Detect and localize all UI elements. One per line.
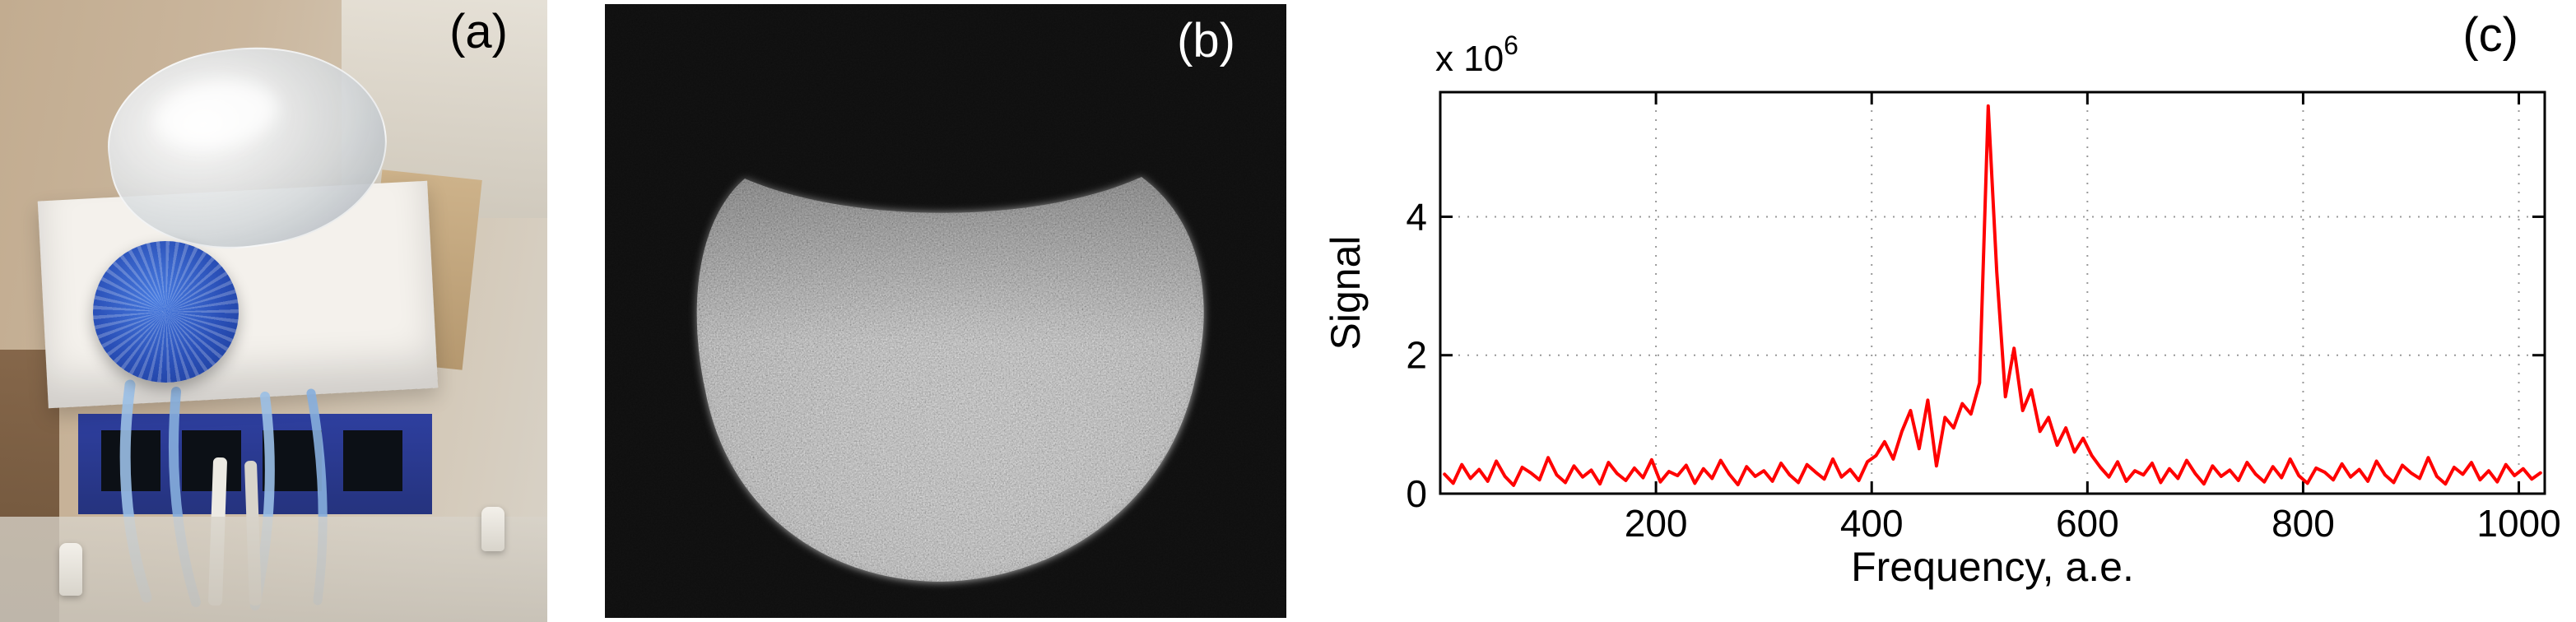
y-tick-label: 2 bbox=[1406, 334, 1427, 377]
panel-c-chart: 200 400 600 800 1000 0 2 4 x 106 Frequency, a.e. S… bbox=[1317, 0, 2576, 622]
panel-b-mri: (b) bbox=[605, 4, 1286, 618]
spectrum-plot: 200 400 600 800 1000 0 2 4 x 106 Frequency, a.e. S… bbox=[1323, 30, 2561, 590]
x-tick-label: 600 bbox=[2056, 502, 2119, 545]
white-base-plate bbox=[0, 517, 547, 622]
mri-image bbox=[605, 4, 1286, 618]
white-peg bbox=[59, 543, 82, 596]
axes-box bbox=[1439, 91, 2546, 495]
y-scale-label: x 106 bbox=[1435, 30, 1518, 79]
x-tick-label: 800 bbox=[2271, 502, 2335, 545]
spectrum-line bbox=[1443, 104, 2542, 487]
white-peg bbox=[481, 507, 505, 551]
panel-a-photo: (a) bbox=[0, 0, 547, 622]
blue-bottle-cap bbox=[93, 241, 239, 383]
x-axis-title: Frequency, a.e. bbox=[1851, 544, 2134, 590]
y-tick-label: 0 bbox=[1406, 472, 1427, 515]
x-tick-label: 400 bbox=[1840, 502, 1904, 545]
panel-a-label: (a) bbox=[449, 5, 508, 58]
x-tick-label: 1000 bbox=[2476, 502, 2560, 545]
panel-b-label: (b) bbox=[1177, 14, 1235, 67]
y-axis-title: Signal bbox=[1323, 236, 1369, 350]
frame-slot bbox=[182, 430, 241, 491]
x-tick-label: 200 bbox=[1625, 502, 1688, 545]
y-tick-label: 4 bbox=[1406, 195, 1427, 238]
panel-c-label: (c) bbox=[2462, 8, 2518, 62]
frame-slot bbox=[343, 430, 402, 491]
bottle-highlight bbox=[151, 72, 282, 156]
